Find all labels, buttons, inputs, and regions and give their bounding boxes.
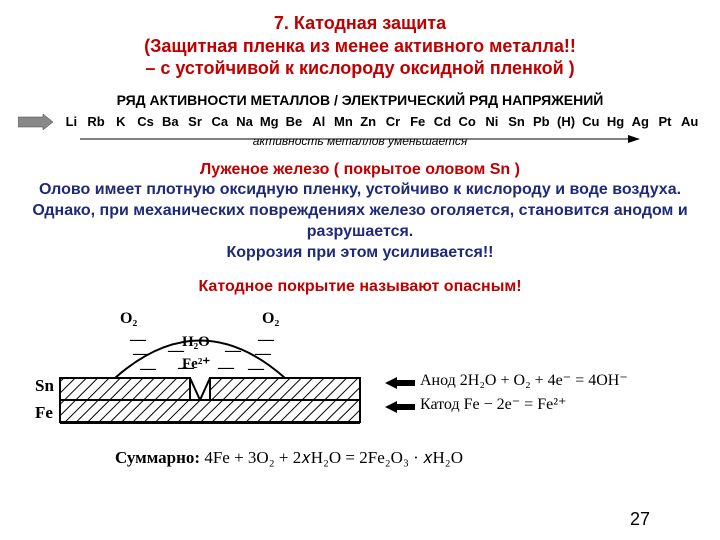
o2-left-label: O₂	[120, 310, 137, 328]
corrosion-diagram: —— ———— ———— O₂ O₂ H₂O Fe²⁺ Sn Fe Анод 2…	[20, 308, 700, 488]
metal-symbol: Be	[282, 114, 307, 129]
metal-symbol: Pb	[529, 114, 554, 129]
metal-symbol: (H)	[554, 114, 579, 129]
metals-list: LiRbKCsBaSrCaNaMgBeAlMnZnCrFeCdCoNiSnPb(…	[59, 114, 702, 129]
title-line-2: (Защитная пленка из менее активного мета…	[0, 35, 720, 58]
metal-symbol: Na	[232, 114, 257, 129]
activity-series-header: РЯД АКТИВНОСТИ МЕТАЛЛОВ / ЭЛЕКТРИЧЕСКИЙ …	[0, 92, 720, 108]
metal-symbol: Sn	[504, 114, 529, 129]
metal-symbol: Fe	[405, 114, 430, 129]
metal-symbol: Au	[677, 114, 702, 129]
metal-symbol: Ag	[628, 114, 653, 129]
fe2-label: Fe²⁺	[182, 354, 210, 373]
metal-symbol: Cu	[578, 114, 603, 129]
summary-equation: 4Fe + 3O₂ + 2𝑥H₂O = 2Fe₂O₃ · 𝑥H₂O	[200, 448, 463, 467]
metal-symbol: Li	[59, 114, 84, 129]
summary-line: Суммарно: 4Fe + 3O₂ + 2𝑥H₂O = 2Fe₂O₃ · 𝑥…	[115, 448, 463, 468]
body-line-1: Луженое железо ( покрытое оловом Sn )	[20, 160, 700, 181]
metal-symbol: Ba	[158, 114, 183, 129]
metal-symbol: Cr	[381, 114, 406, 129]
arrow-cathode-icon	[385, 400, 415, 414]
title-line-3: – с устойчивой к кислороду оксидной плен…	[0, 57, 720, 80]
metal-symbol: Mg	[257, 114, 282, 129]
title-line-1: 7. Катодная защита	[0, 12, 720, 35]
o2-right-label: O₂	[262, 310, 279, 328]
metal-symbol: Mn	[331, 114, 356, 129]
metal-symbol: Cs	[133, 114, 158, 129]
svg-text:—: —	[247, 360, 265, 377]
metal-symbol: Co	[455, 114, 480, 129]
arrow-anode-icon	[385, 376, 415, 390]
metal-symbol: K	[108, 114, 133, 129]
metal-symbol: Cd	[430, 114, 455, 129]
sn-label: Sn	[35, 376, 54, 396]
svg-text:—: —	[224, 342, 242, 359]
metal-symbol: Sr	[183, 114, 208, 129]
metal-symbol: Al	[306, 114, 331, 129]
fe-label: Fe	[35, 403, 53, 423]
metal-symbol: Hg	[603, 114, 628, 129]
svg-text:—: —	[139, 360, 157, 377]
body-text-block: Луженое железо ( покрытое оловом Sn ) Ол…	[0, 160, 720, 299]
page-number: 27	[630, 509, 650, 530]
activity-caption: активность металлов уменьшается	[253, 134, 468, 148]
cathode-reaction: Катод Fe − 2e⁻ = Fe²⁺	[420, 394, 566, 414]
body-line-3: Коррозия при этом усиливается!!	[20, 243, 700, 264]
metal-symbol: Pt	[653, 114, 678, 129]
activity-arrow-row: LiRbKCsBaSrCaNaMgBeAlMnZnCrFeCdCoNiSnPb(…	[0, 114, 720, 130]
metal-symbol: Rb	[84, 114, 109, 129]
h2o-label: H₂O	[182, 334, 210, 351]
body-line-4: Катодное покрытие называют опасным!	[20, 277, 700, 298]
anode-reaction: Анод 2H₂O + O₂ + 4e⁻ = 4OH⁻	[420, 370, 628, 390]
metal-symbol: Zn	[356, 114, 381, 129]
metal-symbol: Ni	[479, 114, 504, 129]
svg-text:—: —	[217, 359, 235, 376]
body-line-2: Олово имеет плотную оксидную пленку, уст…	[20, 180, 700, 242]
arrow-large-icon	[18, 114, 53, 130]
title-block: 7. Катодная защита (Защитная пленка из м…	[0, 0, 720, 80]
metal-symbol: Ca	[207, 114, 232, 129]
summary-prefix: Суммарно:	[115, 448, 200, 467]
